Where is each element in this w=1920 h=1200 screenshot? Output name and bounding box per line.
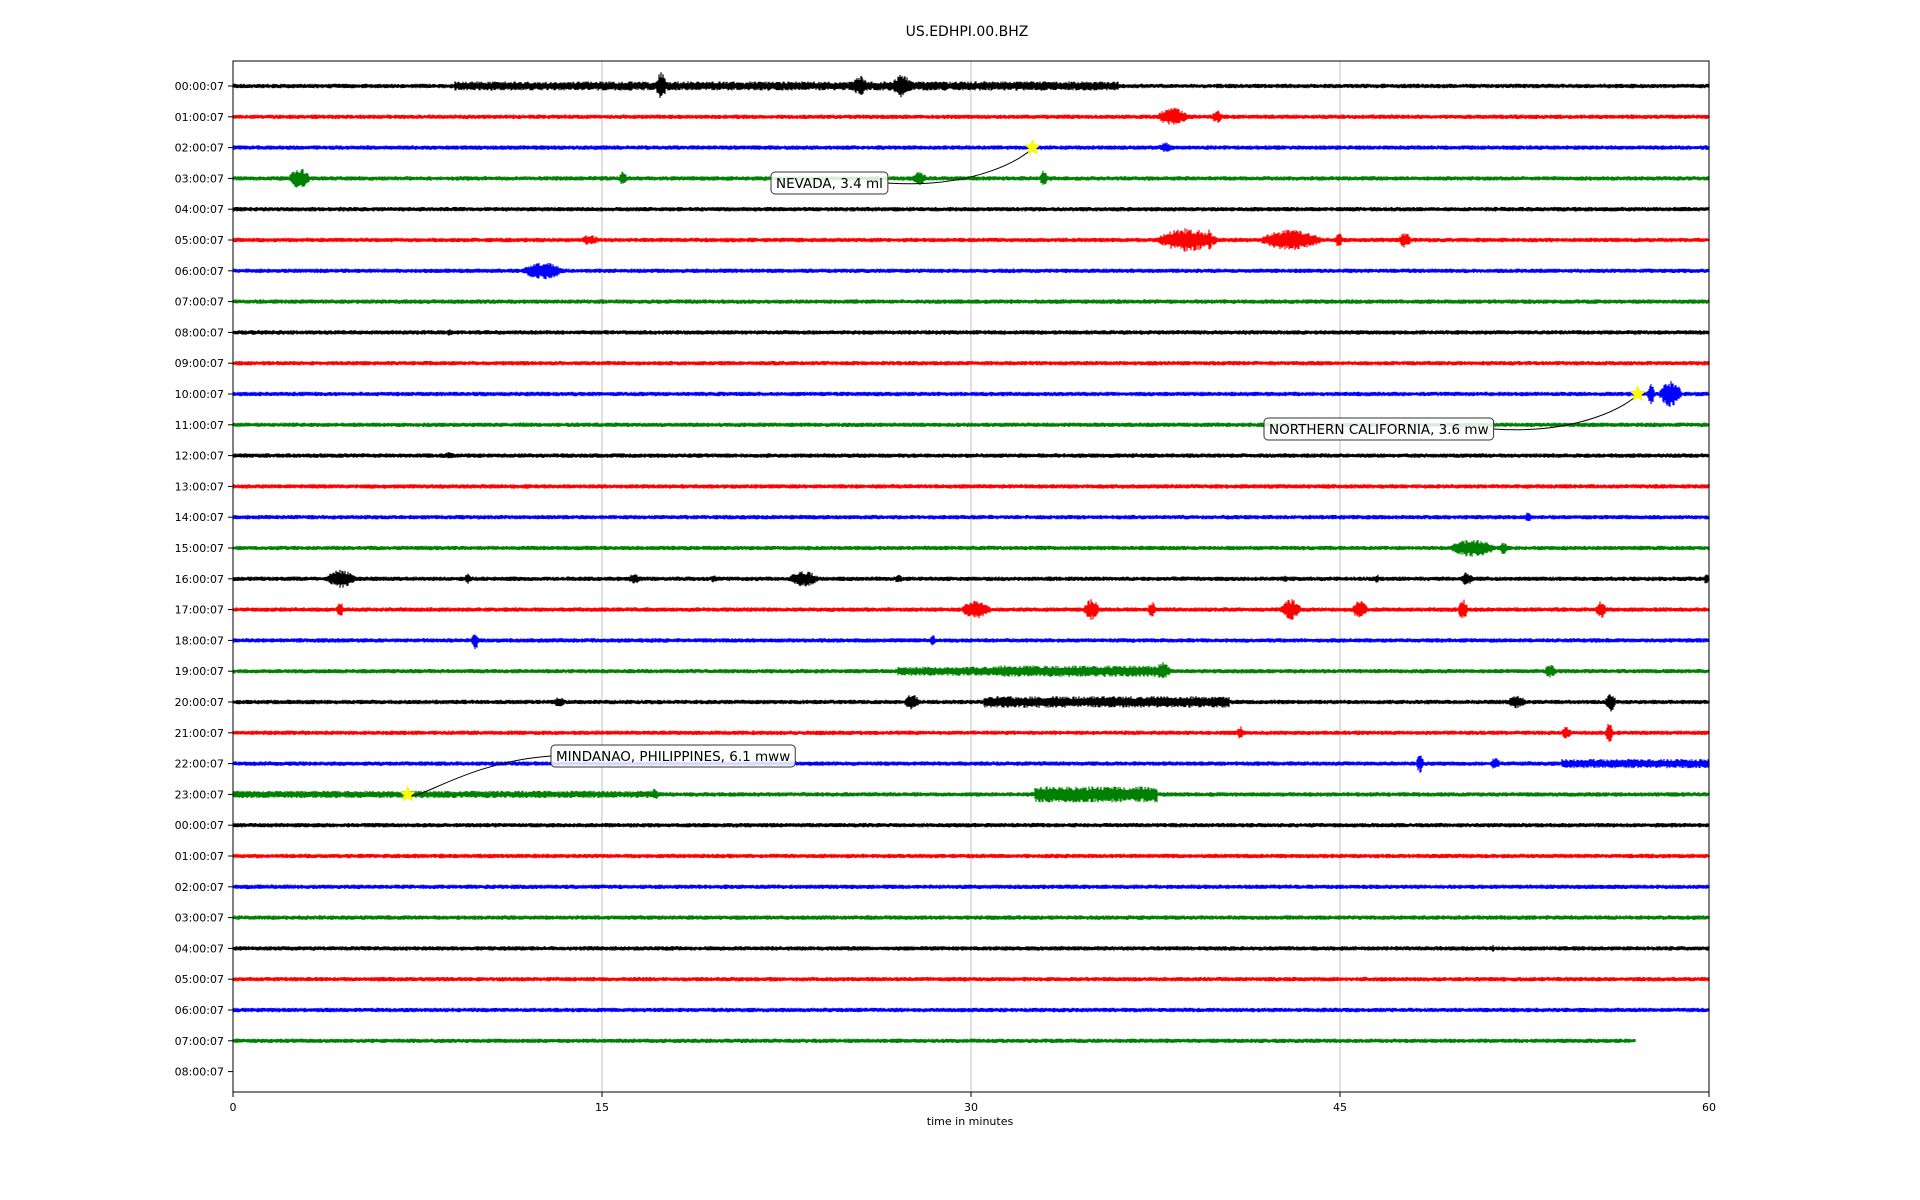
y-tick-label: 12:00:07 xyxy=(175,450,224,463)
x-tick-label: 45 xyxy=(1333,1101,1347,1114)
x-tick-label: 30 xyxy=(964,1101,978,1114)
event-label: MINDANAO, PHILIPPINES, 6.1 mww xyxy=(556,749,790,765)
y-tick-label: 19:00:07 xyxy=(175,665,224,678)
y-tick-label: 23:00:07 xyxy=(175,788,224,801)
y-tick-label: 03:00:07 xyxy=(175,912,224,925)
y-tick-label: 13:00:07 xyxy=(175,480,224,493)
y-tick-label: 06:00:07 xyxy=(175,265,224,278)
y-tick-label: 08:00:07 xyxy=(175,1066,224,1079)
y-tick-label: 20:00:07 xyxy=(175,696,224,709)
x-axis-label: time in minutes xyxy=(927,1115,1014,1128)
y-tick-label: 05:00:07 xyxy=(175,234,224,247)
event-label: NORTHERN CALIFORNIA, 3.6 mw xyxy=(1269,422,1489,438)
y-tick-label: 07:00:07 xyxy=(175,1035,224,1048)
y-tick-label: 15:00:07 xyxy=(175,542,224,555)
event-connector xyxy=(407,755,552,797)
x-tick-label: 0 xyxy=(230,1101,237,1114)
y-tick-label: 22:00:07 xyxy=(175,758,224,771)
y-tick-label: 01:00:07 xyxy=(175,850,224,863)
y-tick-label: 06:00:07 xyxy=(175,1004,224,1017)
x-axis: 0 15 30 45 60 xyxy=(230,1092,1716,1114)
event-label: NEVADA, 3.4 ml xyxy=(776,176,883,192)
event-annotations: NEVADA, 3.4 ml NORTHERN CALIFORNIA, 3.6 m… xyxy=(399,138,1646,802)
y-tick-label: 04:00:07 xyxy=(175,203,224,216)
event-annotation: MINDANAO, PHILIPPINES, 6.1 mww xyxy=(399,744,796,802)
y-tick-label: 08:00:07 xyxy=(175,326,224,339)
y-tick-label: 14:00:07 xyxy=(175,511,224,524)
event-annotation: NORTHERN CALIFORNIA, 3.6 mw xyxy=(1263,385,1646,441)
y-axis: 00:00:07 01:00:07 02:00:07 03:00:07 04:00:07… xyxy=(175,80,233,1079)
y-tick-label: 17:00:07 xyxy=(175,604,224,617)
y-tick-label: 02:00:07 xyxy=(175,142,224,155)
event-annotation: NEVADA, 3.4 ml xyxy=(770,138,1041,195)
y-tick-label: 04:00:07 xyxy=(175,942,224,955)
y-tick-label: 00:00:07 xyxy=(175,80,224,93)
y-tick-label: 11:00:07 xyxy=(175,419,224,432)
y-tick-label: 01:00:07 xyxy=(175,111,224,124)
y-tick-label: 03:00:07 xyxy=(175,172,224,185)
trace-row xyxy=(232,206,1710,212)
y-tick-label: 18:00:07 xyxy=(175,634,224,647)
x-tick-label: 15 xyxy=(595,1101,609,1114)
y-tick-label: 02:00:07 xyxy=(175,881,224,894)
y-tick-label: 21:00:07 xyxy=(175,727,224,740)
y-tick-label: 16:00:07 xyxy=(175,573,224,586)
event-star-marker xyxy=(399,785,416,802)
x-tick-label: 60 xyxy=(1702,1101,1716,1114)
chart-title: US.EDHPI.00.BHZ xyxy=(906,24,1029,40)
event-star-marker xyxy=(1024,138,1041,155)
y-tick-label: 07:00:07 xyxy=(175,296,224,309)
event-star-marker xyxy=(1629,385,1646,402)
trace-row xyxy=(232,299,1710,304)
y-tick-label: 00:00:07 xyxy=(175,819,224,832)
y-tick-label: 05:00:07 xyxy=(175,973,224,986)
y-tick-label: 10:00:07 xyxy=(175,388,224,401)
trace-row xyxy=(232,1038,1636,1044)
y-tick-label: 09:00:07 xyxy=(175,357,224,370)
x-gridlines xyxy=(601,61,1341,1092)
